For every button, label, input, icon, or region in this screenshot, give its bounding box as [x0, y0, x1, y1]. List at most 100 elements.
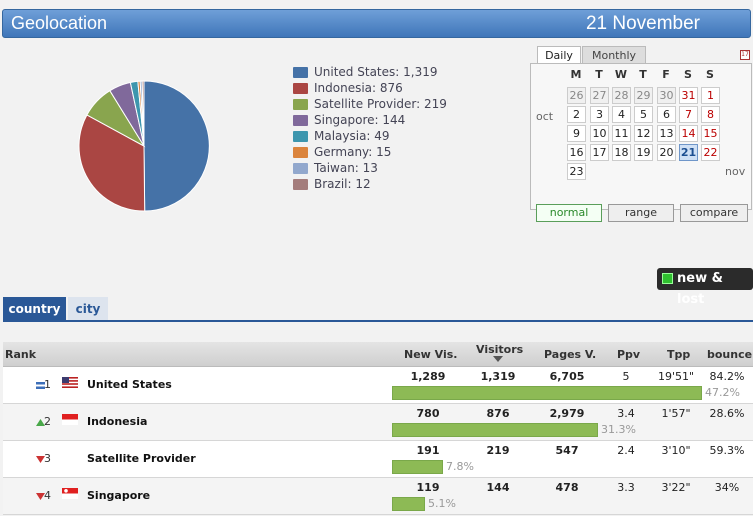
calendar-day[interactable]: 16: [567, 144, 586, 161]
share-percent: 31.3%: [601, 423, 636, 436]
calendar-day[interactable]: 28: [612, 87, 631, 104]
legend-label: Satellite Provider: 219: [314, 97, 447, 111]
legend-item[interactable]: Brazil: 12: [293, 176, 447, 192]
calendar-day[interactable]: 18: [612, 144, 631, 161]
weekday-label: S: [706, 68, 714, 81]
calendar-day[interactable]: 21: [679, 144, 698, 161]
month-prev-label: oct: [536, 110, 554, 123]
table-row[interactable]: 3 Satellite Provider 191 219 547 2.4 3'10" 59.3…: [3, 441, 753, 478]
visitors-value: 876: [486, 407, 510, 420]
calendar-day[interactable]: 6: [657, 106, 676, 123]
header-new-visitors[interactable]: New Vis.: [404, 348, 458, 361]
calendar-day[interactable]: 4: [612, 106, 631, 123]
calendar-day[interactable]: 19: [634, 144, 653, 161]
legend-item[interactable]: Malaysia: 49: [293, 128, 447, 144]
calendar-day[interactable]: 14: [679, 125, 698, 142]
pages-value: 478: [555, 481, 579, 494]
ppv-value: 5: [622, 370, 630, 383]
country-name[interactable]: United States: [87, 378, 172, 391]
bounce-value: 84.2%: [709, 370, 745, 383]
header-tpp[interactable]: Tpp: [667, 348, 691, 361]
weekday-label: S: [684, 68, 692, 81]
calendar-day[interactable]: 8: [701, 106, 720, 123]
new-visitors-value: 1,289: [410, 370, 446, 383]
calendar-day[interactable]: 30: [657, 87, 676, 104]
sort-desc-icon[interactable]: [493, 356, 503, 362]
indonesia-flag-icon: [62, 414, 78, 425]
calendar-day[interactable]: 29: [634, 87, 653, 104]
calendar-icon[interactable]: 17: [740, 50, 750, 60]
legend-label: United States: 1,319: [314, 65, 438, 79]
table-row[interactable]: 1 United States 1,289 1,319 6,705 5 19'51" 84.2…: [3, 367, 753, 404]
legend-item[interactable]: Satellite Provider: 219: [293, 96, 447, 112]
calendar-day[interactable]: 10: [590, 125, 609, 142]
pie-slice-united-states[interactable]: [143, 80, 210, 212]
calendar-day[interactable]: 7: [679, 106, 698, 123]
header-pages-viewed[interactable]: Pages V.: [544, 348, 597, 361]
header-rank[interactable]: Rank: [5, 348, 37, 361]
new-visitors-value: 191: [416, 444, 440, 457]
tab-country[interactable]: country: [3, 297, 66, 322]
calendar-grid: oct nov normal range compare M T W T F S S 26 27…: [530, 63, 752, 222]
legend-swatch: [293, 66, 308, 78]
pages-value: 2,979: [549, 407, 585, 420]
calendar-day[interactable]: 15: [701, 125, 720, 142]
share-bar: [392, 497, 425, 511]
share-percent: 5.1%: [428, 497, 456, 510]
legend-label: Indonesia: 876: [314, 81, 403, 95]
pie-slice-brazil[interactable]: [141, 80, 145, 147]
tab-monthly[interactable]: Monthly: [582, 46, 646, 64]
calendar-day[interactable]: 26: [567, 87, 586, 104]
header-date: 21 November: [585, 13, 700, 34]
pie-slice-indonesia[interactable]: [78, 114, 146, 212]
share-bar: [392, 423, 598, 437]
visitors-value: 144: [486, 481, 510, 494]
legend-item[interactable]: Indonesia: 876: [293, 80, 447, 96]
tab-divider: [3, 320, 753, 322]
calendar-day[interactable]: 3: [590, 106, 609, 123]
legend-swatch: [293, 146, 308, 158]
tab-city[interactable]: city: [68, 297, 108, 322]
ppv-value: 3.3: [617, 481, 635, 494]
legend-item[interactable]: United States: 1,319: [293, 64, 447, 80]
legend-item[interactable]: Germany: 15: [293, 144, 447, 160]
calendar-day[interactable]: 20: [657, 144, 676, 161]
calendar-day[interactable]: 11: [612, 125, 631, 142]
header-ppv[interactable]: Ppv: [617, 348, 641, 361]
legend-swatch: [293, 98, 308, 110]
country-name[interactable]: Singapore: [87, 489, 151, 502]
calendar-day[interactable]: 22: [701, 144, 720, 161]
header-bounce[interactable]: bounce: [707, 348, 753, 361]
calendar-day[interactable]: 5: [634, 106, 653, 123]
pages-value: 6,705: [549, 370, 585, 383]
normal-button[interactable]: normal: [536, 204, 602, 222]
new-and-lost-button[interactable]: new & lost: [657, 268, 753, 307]
rank-down-icon: [36, 491, 45, 500]
calendar-day[interactable]: 27: [590, 87, 609, 104]
range-button[interactable]: range: [608, 204, 674, 222]
country-name[interactable]: Indonesia: [87, 415, 148, 428]
calendar-day[interactable]: 1: [701, 87, 720, 104]
rank-down-icon: [36, 454, 45, 463]
legend-item[interactable]: Taiwan: 13: [293, 160, 447, 176]
tab-daily[interactable]: Daily: [537, 46, 581, 64]
calendar-day[interactable]: 12: [634, 125, 653, 142]
legend-label: Germany: 15: [314, 145, 392, 159]
compare-button[interactable]: compare: [680, 204, 748, 222]
satellite-flag-icon: [62, 451, 78, 462]
table-header: Rank New Vis. Visitors Pages V. Ppv Tpp …: [3, 342, 753, 367]
weekday-label: M: [570, 68, 582, 81]
country-name[interactable]: Satellite Provider: [87, 452, 196, 465]
calendar-day[interactable]: 23: [567, 163, 586, 180]
header-visitors[interactable]: Visitors: [476, 343, 524, 356]
calendar-day[interactable]: 31: [679, 87, 698, 104]
calendar-day[interactable]: 9: [567, 125, 586, 142]
legend-item[interactable]: Singapore: 144: [293, 112, 447, 128]
calendar-day[interactable]: 2: [567, 106, 586, 123]
calendar-day[interactable]: 13: [657, 125, 676, 142]
date-picker: Daily Monthly 17 oct nov normal range co…: [530, 46, 752, 222]
calendar-day[interactable]: 17: [590, 144, 609, 161]
table-row[interactable]: 4 Singapore 119 144 478 3.3 3'22" 34% 5.1%: [3, 478, 753, 515]
table-row[interactable]: 2 Indonesia 780 876 2,979 3.4 1'57" 28.6% 31.3%: [3, 404, 753, 441]
